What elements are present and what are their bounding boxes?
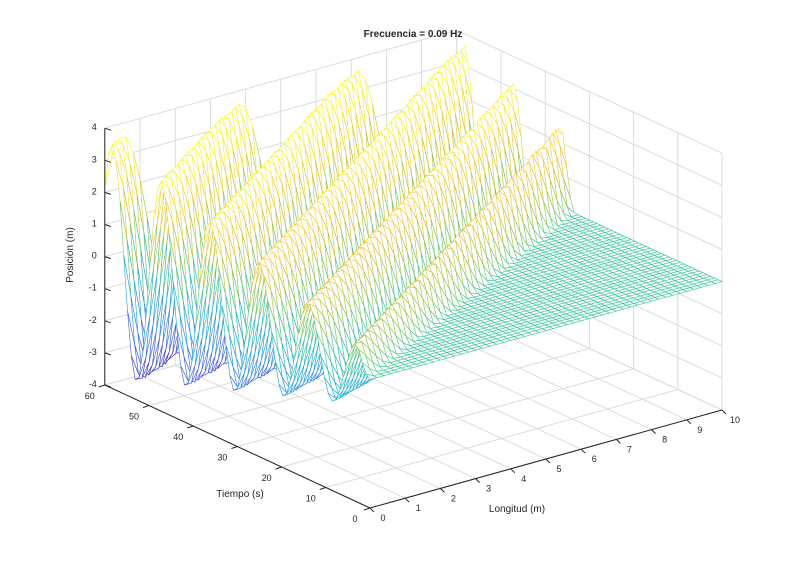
z-tick [104,127,111,131]
x-tick [475,478,480,483]
y-tick [319,487,326,490]
x-tick [404,497,410,503]
x-tick-label: 10 [730,415,740,425]
z-tick [104,384,111,388]
y-axis-label: Tiempo (s) [216,489,263,500]
x-tick-label: 6 [592,454,597,464]
z-tick [104,352,111,356]
y-tick [142,405,150,408]
x-tick [510,468,516,474]
x-tick [686,419,692,425]
axes-lines: 0 1 2 3 4 5 6 7 8 9 10 0 10 20 30 40 50 60 -4 -3 -2 -1 0 1 2 3 4 [85,122,740,524]
z-tick [104,191,111,195]
z-tick-label: -1 [89,283,97,293]
x-tick-label: 0 [380,513,385,523]
grid-line-wall-z [104,61,457,161]
z-tick-label: 1 [92,219,97,229]
y-tick [187,425,194,429]
grid-line-floor-t [237,348,590,447]
x-tick-label: 9 [697,425,702,435]
x-tick-label: 5 [556,464,561,474]
z-tick [104,159,111,163]
x-tick [369,507,375,513]
grid-line-wall-z [456,29,723,154]
z-tick [104,288,111,292]
y-tick [275,466,282,470]
y-tick-label: 20 [262,473,272,483]
z-tick-label: -4 [89,379,97,389]
x-tick [580,448,586,454]
z-tick [104,256,111,260]
grid-line-wall-z [456,61,723,186]
z-tick-label: -3 [89,347,97,357]
grid-line-floor-t [281,368,634,468]
x-tick [651,429,656,434]
grid-line-wall-z [104,93,457,193]
z-tick [104,320,111,324]
z-tick-label: 0 [92,251,97,261]
y-tick [98,384,105,388]
mesh-surface [104,45,723,402]
y-tick [231,446,238,449]
grid-line-wall-z [104,29,457,129]
z-tick-label: 2 [92,186,97,196]
x-tick [545,458,551,464]
x-tick-label: 3 [486,484,491,494]
x-tick-label: 1 [416,503,421,513]
x-tick [721,409,727,415]
y-tick-label: 10 [306,494,316,504]
z-tick-label: 3 [92,154,97,164]
y-tick-label: 50 [129,412,139,422]
z-tick-label: -2 [89,315,97,325]
z-tick [104,224,111,227]
x-axis-label: Longitud (m) [489,504,545,515]
mesh-cell [365,373,378,380]
x-tick-label: 4 [521,474,526,484]
x-tick [616,439,621,444]
y-tick-label: 0 [352,514,357,524]
y-tick [363,507,371,511]
y-tick-label: 40 [173,432,183,442]
chart-title: Frecuencia = 0.09 Hz [364,29,463,40]
y-tick-label: 60 [85,391,95,401]
x-tick-label: 2 [451,493,456,503]
y-tick-label: 30 [217,453,227,463]
x-tick [440,488,445,493]
z-axis-label: Posición (m) [65,227,76,283]
grid-line-floor-t [325,389,678,488]
z-tick-label: 4 [92,122,97,132]
x-tick-label: 8 [662,435,667,445]
x-tick-label: 7 [627,444,632,454]
